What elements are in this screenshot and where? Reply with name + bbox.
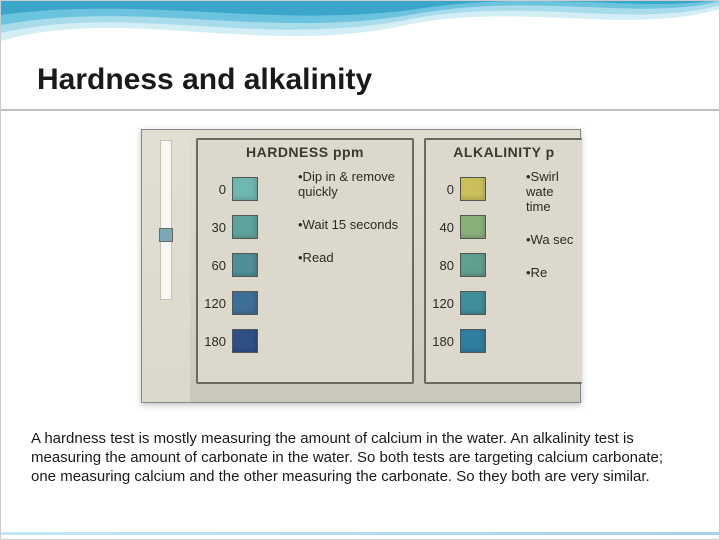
color-swatch bbox=[232, 291, 258, 315]
instruction-item: •Wa sec bbox=[526, 233, 576, 248]
test-strip-photo: HARDNESS ppm 0 30 60 120 180 •Dip in & remov… bbox=[141, 129, 581, 403]
scale-value: 40 bbox=[432, 220, 460, 235]
hardness-instructions: •Dip in & remove quickly •Wait 15 seconds… bbox=[298, 170, 406, 284]
slide-title: Hardness and alkalinity bbox=[37, 63, 372, 97]
color-swatch bbox=[460, 253, 486, 277]
scale-value: 80 bbox=[432, 258, 460, 273]
wave-svg bbox=[1, 1, 719, 61]
instruction-item: •Re bbox=[526, 266, 576, 281]
scale-value: 60 bbox=[204, 258, 232, 273]
scale-value: 120 bbox=[204, 296, 232, 311]
test-strip bbox=[160, 140, 172, 300]
color-swatch bbox=[232, 215, 258, 239]
scale-value: 30 bbox=[204, 220, 232, 235]
scale-row: 120 bbox=[204, 284, 406, 322]
hardness-header: HARDNESS ppm bbox=[198, 144, 412, 160]
alkalinity-instructions: •Swirl wate time •Wa sec •Re bbox=[526, 170, 576, 299]
decorative-wave bbox=[1, 1, 719, 61]
title-underline bbox=[1, 109, 719, 111]
scale-row: 180 bbox=[432, 322, 576, 360]
scale-value: 0 bbox=[432, 182, 460, 197]
scale-row: 180 bbox=[204, 322, 406, 360]
hardness-panel: HARDNESS ppm 0 30 60 120 180 •Dip in & remov… bbox=[196, 138, 414, 384]
alkalinity-panel: ALKALINITY p 0 40 80 120 180 •Swirl wate tim… bbox=[424, 138, 582, 384]
color-swatch bbox=[232, 253, 258, 277]
scale-value: 120 bbox=[432, 296, 460, 311]
alkalinity-header: ALKALINITY p bbox=[426, 144, 582, 160]
color-swatch bbox=[460, 329, 486, 353]
scale-value: 180 bbox=[204, 334, 232, 349]
instruction-item: •Read bbox=[298, 251, 406, 266]
strip-column bbox=[142, 130, 190, 402]
color-swatch bbox=[460, 215, 486, 239]
instruction-item: •Swirl wate time bbox=[526, 170, 576, 215]
scale-value: 0 bbox=[204, 182, 232, 197]
footer-accent bbox=[1, 532, 719, 535]
caption-text: A hardness test is mostly measuring the … bbox=[31, 429, 679, 487]
scale-value: 180 bbox=[432, 334, 460, 349]
color-swatch bbox=[232, 329, 258, 353]
instruction-item: •Wait 15 seconds bbox=[298, 218, 406, 233]
color-swatch bbox=[232, 177, 258, 201]
reference-card: HARDNESS ppm 0 30 60 120 180 •Dip in & remov… bbox=[190, 130, 580, 402]
slide: Hardness and alkalinity HARDNESS ppm 0 30… bbox=[0, 0, 720, 540]
test-strip-pad bbox=[159, 228, 173, 242]
color-swatch bbox=[460, 177, 486, 201]
color-swatch bbox=[460, 291, 486, 315]
instruction-item: •Dip in & remove quickly bbox=[298, 170, 406, 200]
